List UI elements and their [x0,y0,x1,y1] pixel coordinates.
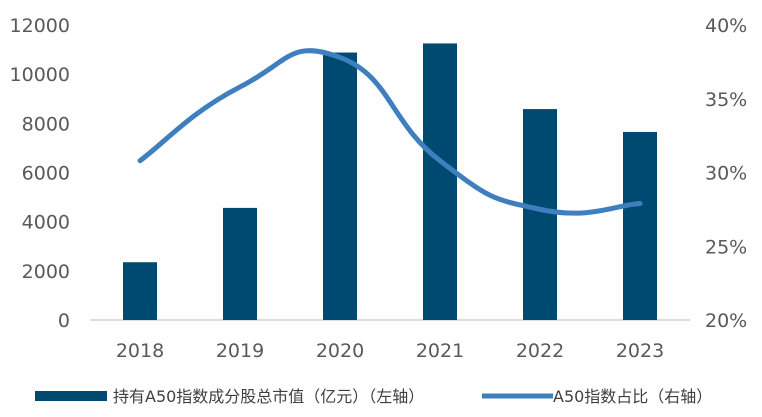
right-tick-label: 25% [705,236,747,258]
left-tick-label: 0 [58,310,70,332]
x-tick-label: 2021 [416,340,464,362]
left-axis: 0 2000 4000 6000 8000 10000 12000 [10,15,70,332]
right-tick-label: 40% [705,15,747,37]
right-axis: 20% 25% 30% 35% 40% [705,15,747,332]
legend-bar-label: 持有A50指数成分股总市值（亿元）（左轴） [113,387,424,406]
left-tick-label: 10000 [10,64,70,86]
bar [123,262,157,320]
bar [223,207,257,320]
x-axis: 2018 2019 2020 2021 2022 2023 [116,340,664,362]
bar [423,43,457,320]
x-tick-label: 2020 [316,340,364,362]
legend-bar-swatch [35,391,107,401]
right-tick-label: 20% [705,310,747,332]
right-tick-label: 35% [705,89,747,111]
bar [523,109,557,320]
left-tick-label: 4000 [22,212,70,234]
x-tick-label: 2019 [216,340,264,362]
left-tick-label: 2000 [22,261,70,283]
left-tick-label: 8000 [22,113,70,135]
bar [623,131,657,320]
left-tick-label: 12000 [10,15,70,37]
x-tick-label: 2022 [516,340,564,362]
x-tick-label: 2023 [616,340,664,362]
bar [323,52,357,321]
legend: 持有A50指数成分股总市值（亿元）（左轴） A50指数占比（右轴） [35,387,712,406]
right-tick-label: 30% [705,163,747,185]
legend-line-label: A50指数占比（右轴） [553,387,712,406]
left-tick-label: 6000 [22,163,70,185]
line-series [137,48,643,216]
x-tick-label: 2018 [116,340,164,362]
bar-series [123,43,657,321]
